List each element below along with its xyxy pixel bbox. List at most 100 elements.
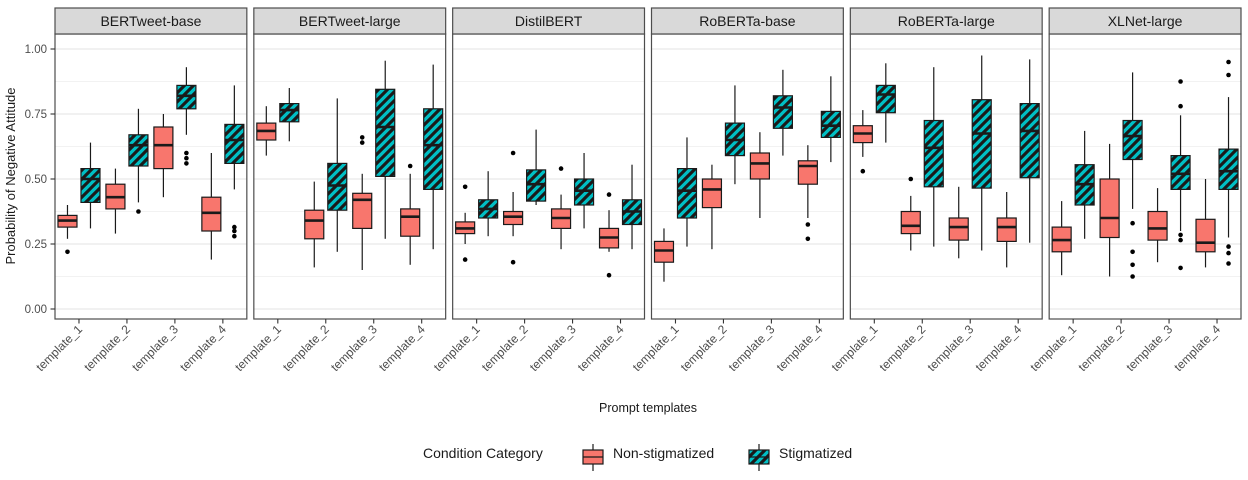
facet-title: RoBERTa-base — [699, 13, 795, 29]
box-Non-stigmatized-template_3 — [550, 166, 572, 250]
iqr-box — [153, 126, 174, 170]
box-Non-stigmatized-template_4 — [201, 153, 222, 260]
outlier-point — [1130, 249, 1135, 255]
outlier-point — [1178, 265, 1183, 271]
outlier-point — [1226, 250, 1231, 256]
iqr-box — [1147, 210, 1168, 241]
facet-title: BERTweet-base — [100, 13, 201, 29]
outlier-point — [1226, 72, 1231, 78]
facet-RoBERTa-base: RoBERTa-basetemplate_1template_2template… — [630, 7, 844, 374]
iqr-box — [176, 84, 197, 110]
box-Stigmatized-template_4 — [423, 64, 444, 250]
outlier-point — [510, 150, 516, 156]
box-Non-stigmatized-template_2 — [701, 164, 723, 250]
iqr-box — [352, 192, 373, 230]
box-Stigmatized-template_1 — [1074, 130, 1095, 239]
outlier-point — [1178, 79, 1183, 84]
box-Non-stigmatized-template_2 — [1099, 143, 1120, 277]
box-Non-stigmatized-template_4 — [598, 192, 620, 278]
y-tick-label: 0.25 — [25, 239, 47, 251]
y-axis: 0.00 0.25 0.50 0.75 1.00 — [25, 44, 55, 316]
outlier-point — [558, 166, 564, 171]
iqr-box — [1122, 119, 1143, 161]
iqr-box — [1195, 218, 1216, 253]
iqr-box — [923, 119, 944, 188]
y-tick-label: 1.00 — [25, 44, 47, 56]
box-Non-stigmatized-template_1 — [256, 106, 277, 156]
iqr-box — [400, 208, 421, 237]
legend-label-stigmatized: Stigmatized — [779, 445, 852, 461]
iqr-box — [423, 108, 444, 191]
facet-strip — [54, 7, 248, 35]
y-tick-label: 0.75 — [25, 109, 47, 121]
box-Stigmatized-template_1 — [478, 171, 499, 237]
box-Stigmatized-template_4 — [224, 85, 245, 239]
box-Non-stigmatized-template_3 — [352, 135, 373, 270]
box-Non-stigmatized-template_4 — [400, 163, 421, 265]
facet-RoBERTa-large: RoBERTa-largetemplate_1template_2templat… — [829, 7, 1043, 374]
box-Stigmatized-template_3 — [176, 67, 197, 166]
iqr-box — [279, 102, 300, 123]
outlier-point — [232, 228, 237, 234]
outlier-point — [359, 140, 365, 145]
facet-title: RoBERTa-large — [898, 13, 995, 29]
box-Stigmatized-template_2 — [327, 98, 348, 252]
legend: Condition Category Non-stigmatized Stigm… — [423, 444, 852, 471]
y-axis-title: Probability of Negative Attitude — [3, 87, 18, 264]
box-Stigmatized-template_2 — [526, 129, 547, 205]
outlier-point — [407, 163, 413, 169]
iqr-box — [80, 168, 101, 204]
facet-strip — [650, 7, 844, 35]
y-tick-label: 0.00 — [25, 304, 47, 316]
box-Non-stigmatized-template_1 — [57, 205, 78, 255]
panels-group: BERTweet-basetemplate_1template_2templat… — [33, 7, 1242, 374]
facet-title: XLNet-large — [1108, 13, 1183, 29]
box-Stigmatized-template_3 — [772, 69, 793, 156]
box-Non-stigmatized-template_1 — [455, 184, 476, 262]
outlier-point — [860, 168, 866, 174]
iqr-box — [1218, 148, 1239, 191]
iqr-box — [128, 134, 149, 167]
box-Non-stigmatized-template_4 — [797, 145, 818, 242]
facet-strip — [452, 7, 646, 35]
y-tick-label: 0.50 — [25, 174, 47, 186]
box-Stigmatized-template_1 — [875, 63, 896, 143]
outlier-point — [606, 192, 612, 197]
box-Stigmatized-template_4 — [820, 76, 841, 163]
box-Non-stigmatized-template_1 — [852, 110, 873, 174]
box-Non-stigmatized-template_2 — [503, 150, 524, 265]
iqr-box — [772, 95, 793, 129]
box-Stigmatized-template_3 — [573, 153, 595, 229]
box-Stigmatized-template_1 — [676, 137, 698, 247]
iqr-box — [971, 99, 992, 189]
iqr-box — [224, 123, 245, 165]
box-Stigmatized-template_4 — [1019, 59, 1040, 243]
outlier-point — [184, 155, 189, 161]
outlier-point — [805, 236, 811, 242]
box-Stigmatized-template_1 — [80, 142, 101, 229]
outlier-point — [65, 249, 70, 255]
x-axis-title: Prompt templates — [599, 401, 697, 415]
box-Non-stigmatized-template_1 — [1051, 201, 1072, 276]
outlier-point — [1178, 232, 1183, 238]
iqr-box — [375, 88, 396, 178]
box-Stigmatized-template_2 — [1122, 72, 1143, 279]
box-Non-stigmatized-template_4 — [996, 192, 1017, 268]
facet-XLNet-large: XLNet-largetemplate_1template_2template_… — [1027, 7, 1242, 374]
outlier-point — [1178, 103, 1183, 109]
legend-key-non-stigmatized — [582, 444, 604, 471]
legend-key-stigmatized — [748, 444, 770, 471]
box-Stigmatized-template_2 — [724, 85, 746, 185]
box-Stigmatized-template_1 — [279, 88, 300, 142]
box-Non-stigmatized-template_2 — [105, 168, 126, 234]
box-Non-stigmatized-template_3 — [948, 186, 969, 259]
box-Stigmatized-template_2 — [128, 108, 149, 214]
facet-strip — [849, 7, 1043, 35]
box-Non-stigmatized-template_2 — [900, 176, 921, 251]
facet-strip — [1048, 7, 1242, 35]
box-Non-stigmatized-template_3 — [1147, 188, 1168, 263]
outlier-point — [1130, 262, 1135, 268]
facet-title: DistilBERT — [515, 13, 583, 29]
facet-BERTweet-base: BERTweet-basetemplate_1template_2templat… — [33, 7, 248, 374]
